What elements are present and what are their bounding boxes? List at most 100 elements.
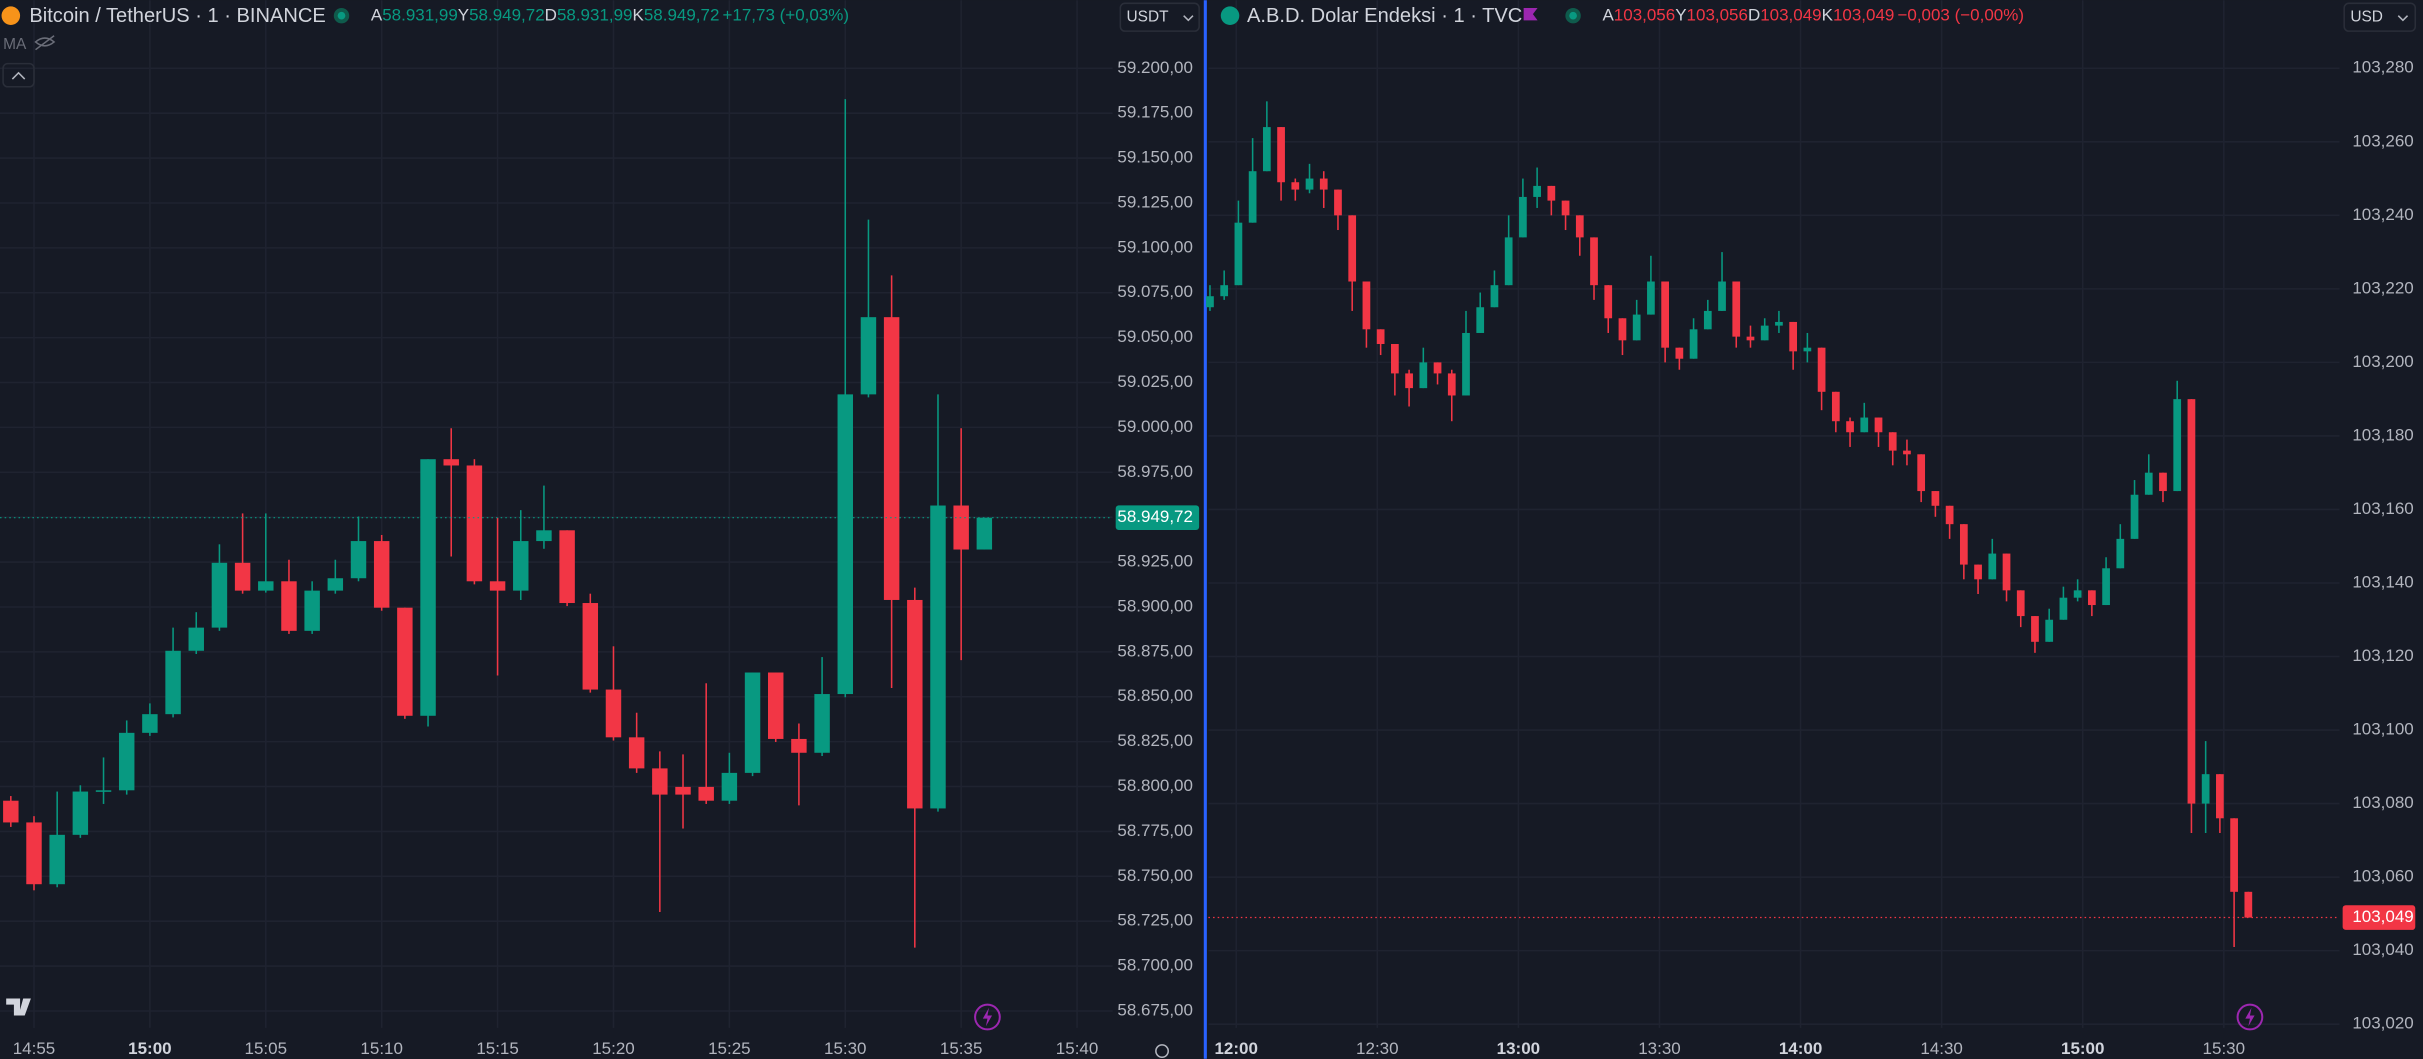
candle-body bbox=[2230, 818, 2238, 892]
candle-body bbox=[1277, 127, 1285, 183]
last-price-tag bbox=[2342, 905, 2416, 930]
y-tick-label: 103,080 bbox=[2352, 793, 2413, 812]
candle-body bbox=[1391, 344, 1399, 374]
legend-change: −0,003 (−0,00%) bbox=[1897, 6, 2024, 25]
candle-body bbox=[1604, 285, 1613, 319]
candle-body bbox=[1519, 196, 1527, 238]
candle-body bbox=[1817, 347, 1826, 392]
y-tick-label: 59.025,00 bbox=[1117, 372, 1193, 391]
legend-key: K bbox=[1822, 6, 1834, 25]
candle-body bbox=[258, 581, 274, 591]
candle-body bbox=[304, 590, 320, 631]
candle-body bbox=[1931, 491, 1940, 506]
candle-body bbox=[397, 607, 413, 716]
candle-body bbox=[582, 603, 599, 690]
legend-value: 103,049 bbox=[1833, 6, 1894, 25]
x-tick-label: 12:00 bbox=[1214, 1039, 1257, 1058]
candle-body bbox=[489, 581, 506, 591]
candle-body bbox=[118, 732, 135, 791]
candle-body bbox=[744, 672, 761, 773]
candle-body bbox=[1689, 329, 1698, 359]
y-tick-label: 59.050,00 bbox=[1117, 327, 1193, 346]
candle-body bbox=[2073, 590, 2082, 598]
y-tick-label: 58.800,00 bbox=[1117, 776, 1193, 795]
candle-body bbox=[281, 581, 297, 631]
y-tick-label: 59.125,00 bbox=[1117, 192, 1193, 211]
y-tick-label: 103,280 bbox=[2352, 58, 2413, 77]
alert-bolt bbox=[2245, 1007, 2255, 1027]
legend-key: Y bbox=[458, 6, 469, 25]
y-tick-label: 103,180 bbox=[2352, 425, 2413, 444]
candle-body bbox=[1419, 362, 1428, 389]
candle-body bbox=[860, 317, 877, 395]
y-tick-label: 59.075,00 bbox=[1117, 282, 1193, 301]
y-tick-label: 103,140 bbox=[2352, 572, 2413, 591]
y-tick-label: 58.750,00 bbox=[1117, 866, 1193, 885]
last-price-label: 103,049 bbox=[2352, 907, 2413, 926]
flag-icon[interactable] bbox=[1523, 7, 1538, 21]
x-tick-label: 15:30 bbox=[824, 1039, 867, 1058]
candle-body bbox=[1405, 373, 1413, 389]
candle-body bbox=[2201, 774, 2210, 804]
alert-bolt bbox=[982, 1007, 993, 1027]
symbol-icon[interactable] bbox=[1, 6, 21, 25]
y-tick-label: 103,060 bbox=[2352, 867, 2413, 886]
candle-body bbox=[1348, 215, 1357, 282]
candle-body bbox=[350, 541, 367, 579]
candle-body bbox=[1874, 417, 1883, 433]
candle-body bbox=[2144, 472, 2153, 495]
candle-body bbox=[2087, 590, 2096, 606]
currency-label: USD bbox=[2350, 8, 2383, 25]
candle-body bbox=[1376, 329, 1385, 345]
logo[interactable] bbox=[6, 998, 31, 1016]
candle-body bbox=[420, 459, 436, 716]
candle-body bbox=[814, 694, 830, 753]
candle-body bbox=[1490, 285, 1499, 308]
candle-body bbox=[536, 530, 552, 542]
candle-body bbox=[721, 772, 738, 801]
y-tick-label: 59.000,00 bbox=[1117, 417, 1193, 436]
y-tick-label: 58.925,00 bbox=[1117, 552, 1193, 571]
candle-body bbox=[907, 599, 923, 809]
legend-value: 58.949,72 bbox=[644, 6, 720, 25]
x-tick-label: 14:00 bbox=[1779, 1039, 1822, 1058]
hide-icon[interactable] bbox=[34, 35, 56, 51]
candle-body bbox=[1718, 281, 1726, 311]
legend-value: 103,056 bbox=[1614, 6, 1675, 25]
x-tick-label: 15:35 bbox=[940, 1039, 983, 1058]
alert-icon[interactable] bbox=[2236, 1003, 2264, 1031]
currency-button[interactable] bbox=[1119, 2, 1200, 32]
candle-body bbox=[1248, 171, 1257, 223]
settings-icon[interactable] bbox=[1155, 1044, 1170, 1058]
currency-button[interactable] bbox=[2343, 2, 2417, 32]
collapse-button[interactable] bbox=[2, 62, 35, 88]
y-tick-label: 58.850,00 bbox=[1117, 686, 1193, 705]
candle-body bbox=[837, 394, 853, 695]
x-tick-label: 15:05 bbox=[245, 1039, 288, 1058]
candle-body bbox=[327, 578, 344, 591]
alert-icon[interactable] bbox=[974, 1003, 1001, 1031]
y-tick-label: 58.875,00 bbox=[1117, 641, 1193, 660]
y-tick-label: 58.700,00 bbox=[1117, 956, 1193, 975]
candle-body bbox=[1575, 215, 1584, 238]
indicator-label: MA bbox=[3, 36, 27, 53]
dropdown-arrow bbox=[1183, 15, 1194, 22]
candle-body bbox=[1447, 373, 1456, 396]
candle-body bbox=[1319, 178, 1328, 190]
y-tick-label: 103,120 bbox=[2352, 646, 2413, 665]
candle-body bbox=[2102, 568, 2110, 606]
candle-body bbox=[1803, 347, 1812, 352]
candle-body bbox=[628, 737, 645, 769]
y-tick-label: 58.775,00 bbox=[1117, 821, 1193, 840]
candle-body bbox=[1220, 285, 1229, 297]
candle-body bbox=[1590, 237, 1598, 286]
candle-body bbox=[953, 505, 969, 550]
symbol-icon[interactable] bbox=[1220, 6, 1240, 25]
candle-body bbox=[1703, 310, 1712, 330]
last-price-label: 58.949,72 bbox=[1117, 507, 1193, 526]
y-tick-label: 58.975,00 bbox=[1117, 462, 1193, 481]
x-tick-label: 15:25 bbox=[708, 1039, 751, 1058]
candle-body bbox=[1888, 432, 1897, 451]
